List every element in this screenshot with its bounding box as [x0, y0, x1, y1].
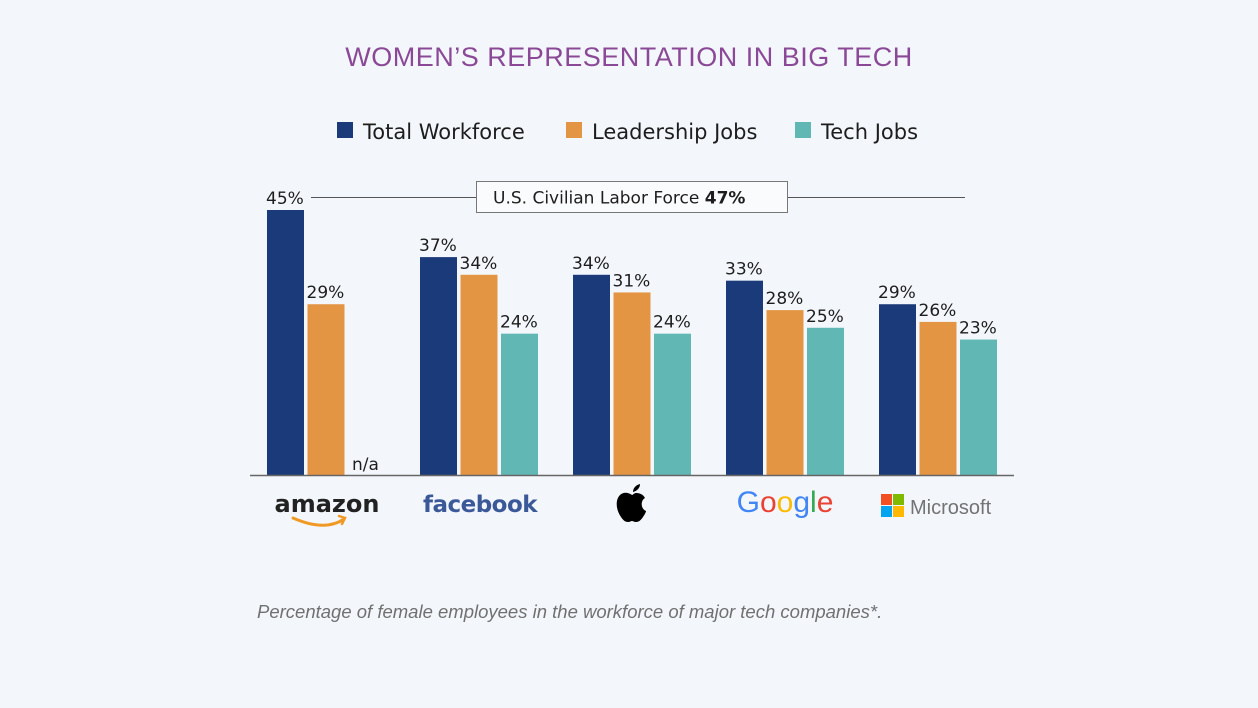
microsoft-square	[881, 494, 892, 505]
value-label: 29%	[307, 283, 345, 303]
microsoft-square	[893, 494, 904, 505]
apple-leaf	[633, 484, 640, 492]
microsoft-square	[893, 506, 904, 517]
bar-facebook-1	[460, 274, 498, 475]
legend-swatch-1	[566, 122, 582, 138]
missing-label: n/a	[352, 455, 379, 475]
legend: Total Workforce Leadership Jobs Tech Jobs	[337, 120, 918, 144]
google-letter: o	[760, 486, 777, 519]
bar-apple-2	[654, 333, 691, 475]
legend-label-2: Tech Jobs	[820, 120, 918, 144]
bar-amazon-0	[267, 210, 304, 475]
value-label: 25%	[806, 307, 844, 327]
legend-swatch-0	[337, 122, 353, 138]
reference-label-value: 47%	[705, 189, 746, 209]
reference-label: U.S. Civilian Labor Force 47%	[493, 189, 745, 209]
reference-label-box	[476, 181, 788, 213]
microsoft-wordmark: Microsoft	[910, 497, 992, 519]
microsoft-logo: Microsoft	[881, 494, 992, 519]
google-letter: o	[777, 486, 794, 519]
company-logos: amazon facebook Google Microsoft	[275, 484, 992, 527]
amazon-logo: amazon	[275, 490, 380, 527]
amazon-smile-icon	[291, 516, 346, 527]
google-logo: Google	[737, 486, 834, 519]
google-letter: l	[810, 486, 817, 519]
bar-google-1	[766, 310, 804, 475]
caption: Percentage of female employees in the wo…	[257, 601, 883, 622]
chart-title: WOMEN’S REPRESENTATION IN BIG TECH	[345, 42, 913, 72]
bar-microsoft-0	[879, 304, 916, 475]
value-label: 31%	[613, 271, 651, 291]
value-label: 29%	[878, 283, 916, 303]
google-letter: g	[793, 486, 810, 519]
apple-body	[616, 492, 646, 522]
bar-apple-0	[573, 274, 610, 475]
bar-amazon-1	[307, 304, 345, 475]
value-label: 37%	[419, 236, 457, 256]
google-letter: e	[817, 486, 834, 519]
value-label: 33%	[725, 260, 763, 280]
reference-line: U.S. Civilian Labor Force 47%	[311, 181, 965, 213]
google-letter: G	[737, 486, 760, 519]
value-label: 34%	[460, 254, 498, 274]
reference-label-text: U.S. Civilian Labor Force	[493, 189, 705, 209]
bar-facebook-2	[501, 333, 538, 475]
value-label: 45%	[266, 189, 304, 209]
bar-google-2	[807, 327, 844, 475]
legend-label-1: Leadership Jobs	[592, 120, 757, 144]
value-label: 26%	[919, 301, 957, 321]
bar-google-0	[726, 280, 763, 475]
apple-logo-icon	[616, 484, 646, 522]
amazon-wordmark: amazon	[275, 490, 380, 518]
value-label: 24%	[653, 313, 691, 333]
bar-microsoft-1	[919, 321, 957, 475]
legend-swatch-2	[795, 122, 811, 138]
value-label: 24%	[500, 313, 538, 333]
facebook-logo: facebook	[423, 492, 538, 518]
amazon-arrow-icon	[337, 514, 347, 526]
value-label: 23%	[959, 319, 997, 339]
legend-label-0: Total Workforce	[362, 120, 525, 144]
bars	[267, 210, 997, 475]
value-label: 34%	[572, 254, 610, 274]
microsoft-square	[881, 506, 892, 517]
bar-apple-1	[613, 292, 651, 475]
bar-facebook-0	[420, 257, 457, 475]
bar-microsoft-2	[960, 339, 997, 475]
value-label: 28%	[766, 289, 804, 309]
value-labels: 45%29%n/a37%34%24%34%31%24%33%28%25%29%2…	[266, 189, 997, 475]
